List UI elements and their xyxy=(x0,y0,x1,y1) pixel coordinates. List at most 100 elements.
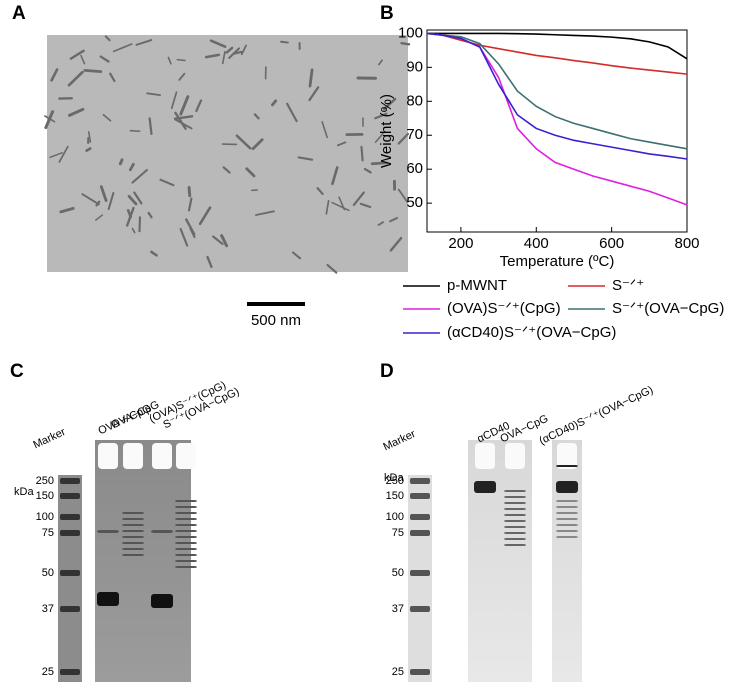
band xyxy=(556,465,578,467)
nanotube xyxy=(187,185,192,198)
ladder-band xyxy=(410,493,430,499)
nanotube xyxy=(50,68,59,82)
x-tick-label: 800 xyxy=(674,235,699,252)
nanotube xyxy=(206,255,213,269)
nanotube xyxy=(382,97,397,111)
nanotube xyxy=(270,99,278,107)
band xyxy=(122,536,144,538)
band xyxy=(556,518,578,520)
nanotube xyxy=(59,206,75,214)
band xyxy=(504,496,526,498)
well xyxy=(557,443,577,469)
panel-label: C xyxy=(10,361,24,382)
nanotube xyxy=(374,132,384,143)
band xyxy=(556,500,578,502)
band xyxy=(504,526,526,528)
band xyxy=(474,481,496,493)
nanotube xyxy=(253,113,260,120)
nanotube xyxy=(170,91,178,110)
nanotube xyxy=(198,206,212,226)
nanotube xyxy=(150,250,158,257)
ladder-label: 100 xyxy=(36,511,54,523)
nanotube xyxy=(178,72,186,81)
nanotube xyxy=(104,35,111,42)
ladder-label: 50 xyxy=(392,567,404,579)
nanotube xyxy=(179,95,190,116)
nanotube xyxy=(83,68,103,74)
band xyxy=(556,512,578,514)
panel-label: A xyxy=(12,3,26,24)
ladder-band xyxy=(410,606,430,612)
nanotube xyxy=(389,217,399,223)
legend-label: (αCD40)S⁻ᐟ⁺(OVA−CpG) xyxy=(447,324,616,341)
band xyxy=(122,530,144,532)
ladder-band xyxy=(410,514,430,520)
nanotube xyxy=(159,178,175,187)
gel xyxy=(468,440,532,682)
band xyxy=(556,506,578,508)
band xyxy=(556,481,578,493)
nanotube xyxy=(174,111,187,130)
nanotube xyxy=(67,70,84,87)
nanotube xyxy=(325,199,330,215)
nanotube xyxy=(133,191,143,205)
nanotube xyxy=(80,54,86,65)
band xyxy=(556,530,578,532)
panel-label: B xyxy=(380,3,394,24)
nanotube xyxy=(225,46,234,54)
nanotube xyxy=(212,235,224,246)
y-tick-label: 90 xyxy=(406,58,423,75)
nanotube xyxy=(374,112,388,120)
nanotube xyxy=(240,44,248,56)
band xyxy=(175,524,197,526)
band xyxy=(504,508,526,510)
nanotube xyxy=(87,131,92,143)
ladder-band xyxy=(410,530,430,536)
nanotube xyxy=(308,86,320,102)
nanotube xyxy=(331,201,350,212)
nanotube xyxy=(286,102,298,123)
nanotube xyxy=(209,39,227,48)
well xyxy=(152,443,172,469)
y-axis-label: Weight (%) xyxy=(378,94,395,168)
nanotube xyxy=(131,227,136,234)
nanotube xyxy=(204,53,221,59)
y-tick-label: 100 xyxy=(398,24,423,41)
nanotube xyxy=(255,210,275,216)
band xyxy=(175,518,197,520)
nanotube xyxy=(221,51,226,65)
nanotube xyxy=(360,145,364,162)
ladder-band xyxy=(60,570,80,576)
ladder-label: 150 xyxy=(36,490,54,502)
series-line xyxy=(426,32,688,75)
nanotube xyxy=(352,191,365,207)
nanotube xyxy=(363,167,372,174)
nanotube xyxy=(118,158,124,166)
unit-label: kDa xyxy=(14,486,34,498)
well xyxy=(505,443,525,469)
band xyxy=(175,536,197,538)
band xyxy=(122,554,144,556)
lane-label: (αCD40)S⁻ᐟ⁺(OVA−CpG) xyxy=(537,384,655,447)
nanotube xyxy=(251,138,264,151)
series-line xyxy=(427,32,688,60)
nanotube xyxy=(397,132,410,145)
nanotube xyxy=(185,218,196,236)
band xyxy=(175,560,197,562)
nanotube xyxy=(321,121,328,139)
ladder-label: 75 xyxy=(392,527,404,539)
nanotube xyxy=(127,194,138,206)
band xyxy=(122,512,144,514)
ladder-band xyxy=(60,530,80,536)
ladder-band xyxy=(60,606,80,612)
nanotube xyxy=(109,72,116,83)
series-line xyxy=(426,32,688,150)
nanotube xyxy=(326,263,338,274)
band xyxy=(175,530,197,532)
ladder-band xyxy=(60,493,80,499)
nanotube xyxy=(331,166,339,186)
nanotube xyxy=(69,49,85,60)
band xyxy=(122,518,144,520)
band xyxy=(504,544,526,546)
